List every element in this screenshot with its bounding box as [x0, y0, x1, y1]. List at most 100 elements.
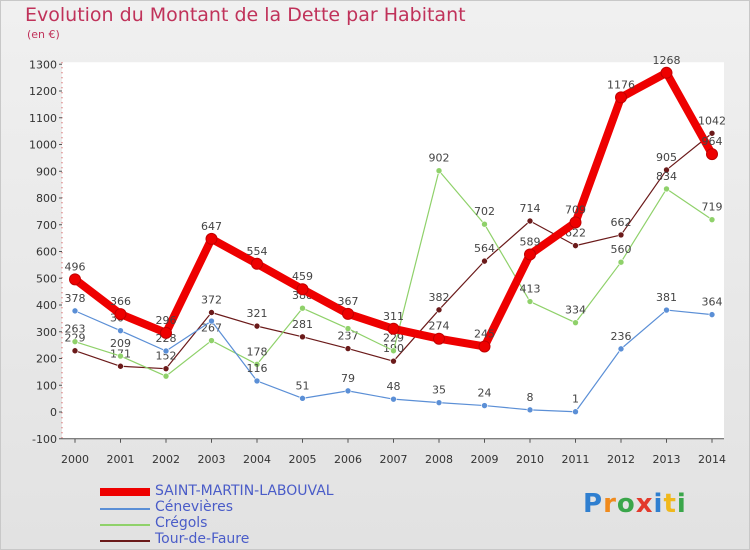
- y-tick-label: 100: [36, 379, 57, 392]
- data-point-cenevieres: [526, 406, 534, 414]
- data-point-tour-de-faure: [299, 333, 306, 341]
- data-label-cregols: 719: [702, 201, 723, 214]
- y-tick-label: 200: [36, 353, 57, 366]
- data-point-saint-martin-labouval: [251, 257, 263, 270]
- data-label-cregols: 334: [565, 304, 586, 317]
- data-label-cregols: 178: [247, 345, 268, 358]
- data-label-tour-de-faure: 237: [338, 330, 359, 343]
- data-point-cenevieres: [435, 399, 443, 406]
- data-point-saint-martin-labouval: [524, 248, 536, 261]
- x-tick-label: 2007: [380, 453, 408, 466]
- y-tick-label: 1100: [29, 112, 57, 125]
- data-label-saint-martin-labouval: 964: [702, 135, 723, 148]
- data-label-tour-de-faure: 152: [156, 350, 177, 363]
- x-tick-label: 2002: [152, 453, 180, 466]
- data-label-saint-martin-labouval: 1268: [653, 54, 681, 67]
- x-tick-label: 2012: [607, 453, 635, 466]
- y-tick-label: 1200: [29, 85, 57, 98]
- data-point-tour-de-faure: [253, 322, 261, 330]
- data-point-saint-martin-labouval: [205, 232, 218, 245]
- data-point-saint-martin-labouval: [433, 332, 445, 345]
- data-label-cregols: 209: [110, 337, 131, 350]
- data-point-cregols: [253, 361, 261, 368]
- data-point-tour-de-faure: [617, 231, 625, 239]
- data-label-tour-de-faure: 564: [474, 242, 495, 255]
- y-tick-label: 800: [36, 192, 57, 205]
- data-point-saint-martin-labouval: [160, 326, 172, 339]
- y-tick-label: 300: [36, 326, 57, 339]
- data-label-cenevieres: 51: [296, 379, 310, 392]
- data-point-cregols: [299, 304, 306, 312]
- data-point-tour-de-faure: [663, 166, 670, 174]
- data-label-saint-martin-labouval: 1176: [607, 78, 635, 91]
- logo-letter: i: [676, 489, 687, 519]
- data-label-cenevieres: 79: [341, 372, 355, 385]
- data-label-cregols: 902: [429, 152, 450, 165]
- legend-swatch-cenevieres: [100, 508, 150, 510]
- x-tick-label: 2009: [471, 453, 499, 466]
- y-tick-label: -100: [32, 433, 57, 446]
- data-point-tour-de-faure: [481, 257, 488, 265]
- data-point-cregols: [617, 258, 625, 266]
- data-label-tour-de-faure: 662: [611, 216, 632, 229]
- data-label-saint-martin-labouval: 366: [110, 295, 131, 308]
- data-point-cregols: [572, 319, 579, 326]
- data-point-cregols: [71, 338, 79, 345]
- data-point-saint-martin-labouval: [569, 216, 582, 229]
- data-label-cenevieres: 1: [572, 393, 579, 406]
- data-point-saint-martin-labouval: [342, 307, 354, 320]
- x-tick-label: 2008: [425, 453, 453, 466]
- data-point-tour-de-faure: [344, 345, 352, 352]
- x-tick-label: 2003: [198, 453, 226, 466]
- data-label-cenevieres: 8: [527, 391, 534, 404]
- data-label-cenevieres: 236: [611, 330, 632, 343]
- data-point-tour-de-faure: [162, 365, 170, 372]
- data-label-tour-de-faure: 321: [247, 307, 268, 320]
- data-label-saint-martin-labouval: 554: [247, 245, 268, 258]
- data-label-cenevieres: 35: [432, 384, 446, 397]
- legend-label-cenevieres: Cénevières: [155, 499, 234, 515]
- logo-letter: o: [616, 489, 636, 519]
- y-tick-label: 500: [36, 272, 57, 285]
- x-tick-label: 2006: [334, 453, 362, 466]
- data-point-tour-de-faure: [390, 357, 397, 365]
- data-point-tour-de-faure: [208, 309, 215, 316]
- data-label-saint-martin-labouval: 367: [338, 295, 359, 308]
- data-point-saint-martin-labouval: [387, 322, 400, 335]
- data-label-saint-martin-labouval: 496: [65, 260, 86, 273]
- legend-label-cregols: Crégols: [155, 515, 208, 531]
- legend-label-tour-de-faure: Tour-de-Faure: [155, 531, 250, 547]
- data-point-cenevieres: [708, 311, 716, 318]
- logo-letter: x: [635, 489, 654, 519]
- data-label-cregols: 702: [474, 205, 495, 218]
- data-label-saint-martin-labouval: 274: [429, 320, 450, 333]
- data-point-cregols: [344, 325, 352, 332]
- data-label-saint-martin-labouval: 647: [201, 220, 222, 233]
- chart-title: Evolution du Montant de la Dette par Hab…: [25, 4, 466, 26]
- data-label-saint-martin-labouval: 589: [520, 235, 541, 248]
- data-point-cregols: [117, 352, 124, 360]
- data-point-cregols: [526, 298, 534, 305]
- data-point-cregols: [208, 337, 215, 344]
- y-tick-label: 700: [36, 219, 57, 232]
- legend-swatch-tour-de-faure: [100, 540, 150, 542]
- legend-swatch-saint-martin: [100, 488, 150, 496]
- data-point-cenevieres: [344, 387, 352, 395]
- data-point-saint-martin-labouval: [69, 273, 81, 286]
- data-label-tour-de-faure: 1042: [698, 114, 726, 127]
- data-point-cenevieres: [663, 306, 670, 314]
- data-label-cenevieres: 48: [387, 380, 401, 393]
- y-tick-label: 900: [36, 165, 57, 178]
- data-label-tour-de-faure: 372: [201, 293, 222, 306]
- data-point-cenevieres: [299, 395, 306, 402]
- x-tick-label: 2011: [562, 453, 590, 466]
- data-label-saint-martin-labouval: 709: [565, 203, 586, 216]
- data-label-tour-de-faure: 229: [65, 332, 86, 345]
- chart-subtitle: (en €): [27, 28, 60, 41]
- data-point-cregols: [435, 167, 443, 175]
- data-point-cenevieres: [481, 402, 488, 409]
- data-label-cregols: 834: [656, 170, 677, 183]
- data-point-saint-martin-labouval: [114, 308, 127, 321]
- data-point-cenevieres: [117, 327, 124, 334]
